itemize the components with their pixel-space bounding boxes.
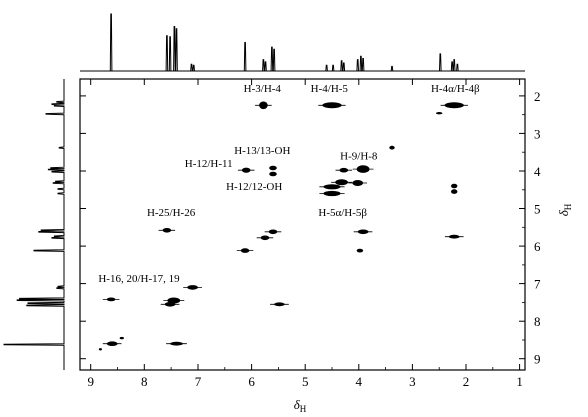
- cross-peak-14: [451, 183, 458, 189]
- y-tick-label-6: 6: [534, 239, 541, 254]
- left-projection-trace: [3, 79, 65, 370]
- y-tick-label-8: 8: [534, 314, 541, 329]
- y-axis-ticks: 2 3 4 5 6 7 8 9: [80, 89, 541, 367]
- peak-label-9: H-16, 20/H-17, 19: [98, 273, 180, 285]
- y-tick-label-7: 7: [534, 277, 541, 292]
- peak-label-2: H-4α/H-4β: [431, 83, 480, 95]
- cross-peak-15: [451, 189, 458, 194]
- x-tick-label-6: 6: [248, 374, 255, 389]
- peak-label-7: H-5α/H-5β: [318, 207, 367, 219]
- peak-label-8: H-25/H-26: [147, 207, 196, 219]
- cross-peak-22: [356, 248, 364, 253]
- x-tick-label-4: 4: [356, 374, 363, 389]
- y-tick-label-9: 9: [534, 352, 541, 367]
- cross-peak-6: [269, 165, 277, 171]
- x-tick-label-8: 8: [141, 374, 148, 389]
- x-tick-label-9: 9: [87, 374, 94, 389]
- cross-peaks-layer: [98, 101, 468, 351]
- x-axis-title: δH: [294, 397, 307, 414]
- cross-peak-4: [389, 145, 395, 150]
- y-axis-title: δH: [556, 203, 573, 216]
- cross-peak-3: [436, 112, 443, 115]
- y-tick-label-5: 5: [534, 202, 541, 217]
- y-axis-title-symbol: δ: [556, 209, 571, 216]
- svg-text:δH: δH: [556, 203, 573, 216]
- left-1d-projection: [3, 79, 65, 370]
- peak-label-6: H-12/12-OH: [226, 181, 282, 193]
- plot-frame: [79, 78, 526, 371]
- x-axis-title-subscript: H: [300, 404, 307, 414]
- x-tick-label-7: 7: [195, 374, 202, 389]
- peak-label-5: H-12/H-11: [185, 158, 233, 170]
- cross-peak-7: [269, 171, 277, 177]
- y-tick-label-2: 2: [534, 89, 541, 104]
- peak-label-1: H-4/H-5: [311, 83, 349, 95]
- cross-peak-31: [98, 348, 102, 351]
- y-axis-title-subscript: H: [563, 203, 573, 210]
- peak-label-4: H-9/H-8: [340, 151, 378, 163]
- cross-peak-30: [119, 336, 124, 340]
- x-tick-label-2: 2: [463, 374, 470, 389]
- x-tick-label-1: 1: [516, 374, 523, 389]
- x-axis-ticks: 9 8 7 6 5 4 3 2 1: [87, 79, 523, 389]
- peak-label-3: H-13/13-OH: [234, 145, 290, 157]
- peak-label-0: H-3/H-4: [244, 83, 282, 95]
- y-tick-label-4: 4: [534, 164, 541, 179]
- x-tick-label-3: 3: [409, 374, 416, 389]
- y-tick-label-3: 3: [534, 126, 541, 141]
- x-tick-label-5: 5: [302, 374, 309, 389]
- peak-annotations: H-3/H-4 H-4/H-5 H-4α/H-4β H-13/13-OH H-9/H-8…: [98, 83, 480, 285]
